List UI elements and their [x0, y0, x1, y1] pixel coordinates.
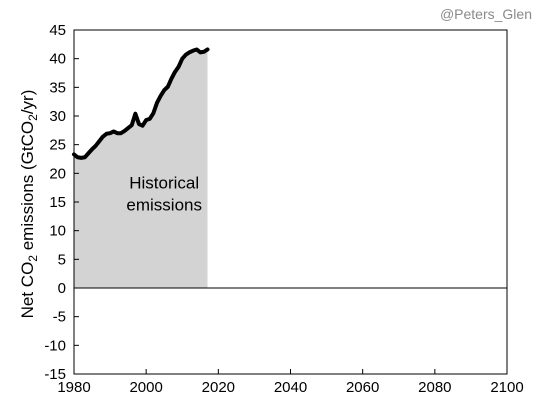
- y-axis-label: Net CO2 emissions (GtCO2/yr): [18, 90, 40, 319]
- y-tick-label: 40: [49, 51, 66, 68]
- y-tick-label: 35: [49, 79, 66, 96]
- historical-emissions-label: Historical emissions: [126, 174, 202, 215]
- y-tick-label: 45: [49, 22, 66, 39]
- y-tick-label: 0: [58, 280, 66, 297]
- x-tick-label: 2080: [418, 379, 451, 396]
- x-tick-label: 2000: [129, 379, 162, 396]
- y-tick-label: 5: [58, 251, 66, 268]
- x-tick-label: 2060: [346, 379, 379, 396]
- y-tick-label: -15: [44, 366, 66, 383]
- y-tick-label: 10: [49, 223, 66, 240]
- y-tick-label: 20: [49, 165, 66, 182]
- plot-area: -15 -10 -5 0 5 10 15 20 25 30 35 40 45 1980 2000 2020 20…: [44, 22, 523, 396]
- x-tick-label: 2020: [202, 379, 235, 396]
- x-tick-label: 2100: [490, 379, 523, 396]
- x-tick-label: 1980: [57, 379, 90, 396]
- author-credit: @Peters_Glen: [439, 6, 532, 22]
- y-tick-label: 15: [49, 194, 66, 211]
- y-tick-label: 30: [49, 108, 66, 125]
- y-tick-label: -5: [53, 309, 66, 326]
- x-tick-label: 2040: [274, 379, 307, 396]
- y-tick-label: -10: [44, 337, 66, 354]
- historical-emissions-area: [74, 49, 208, 288]
- y-tick-label: 25: [49, 137, 66, 154]
- emissions-series-line: [72, 47, 210, 160]
